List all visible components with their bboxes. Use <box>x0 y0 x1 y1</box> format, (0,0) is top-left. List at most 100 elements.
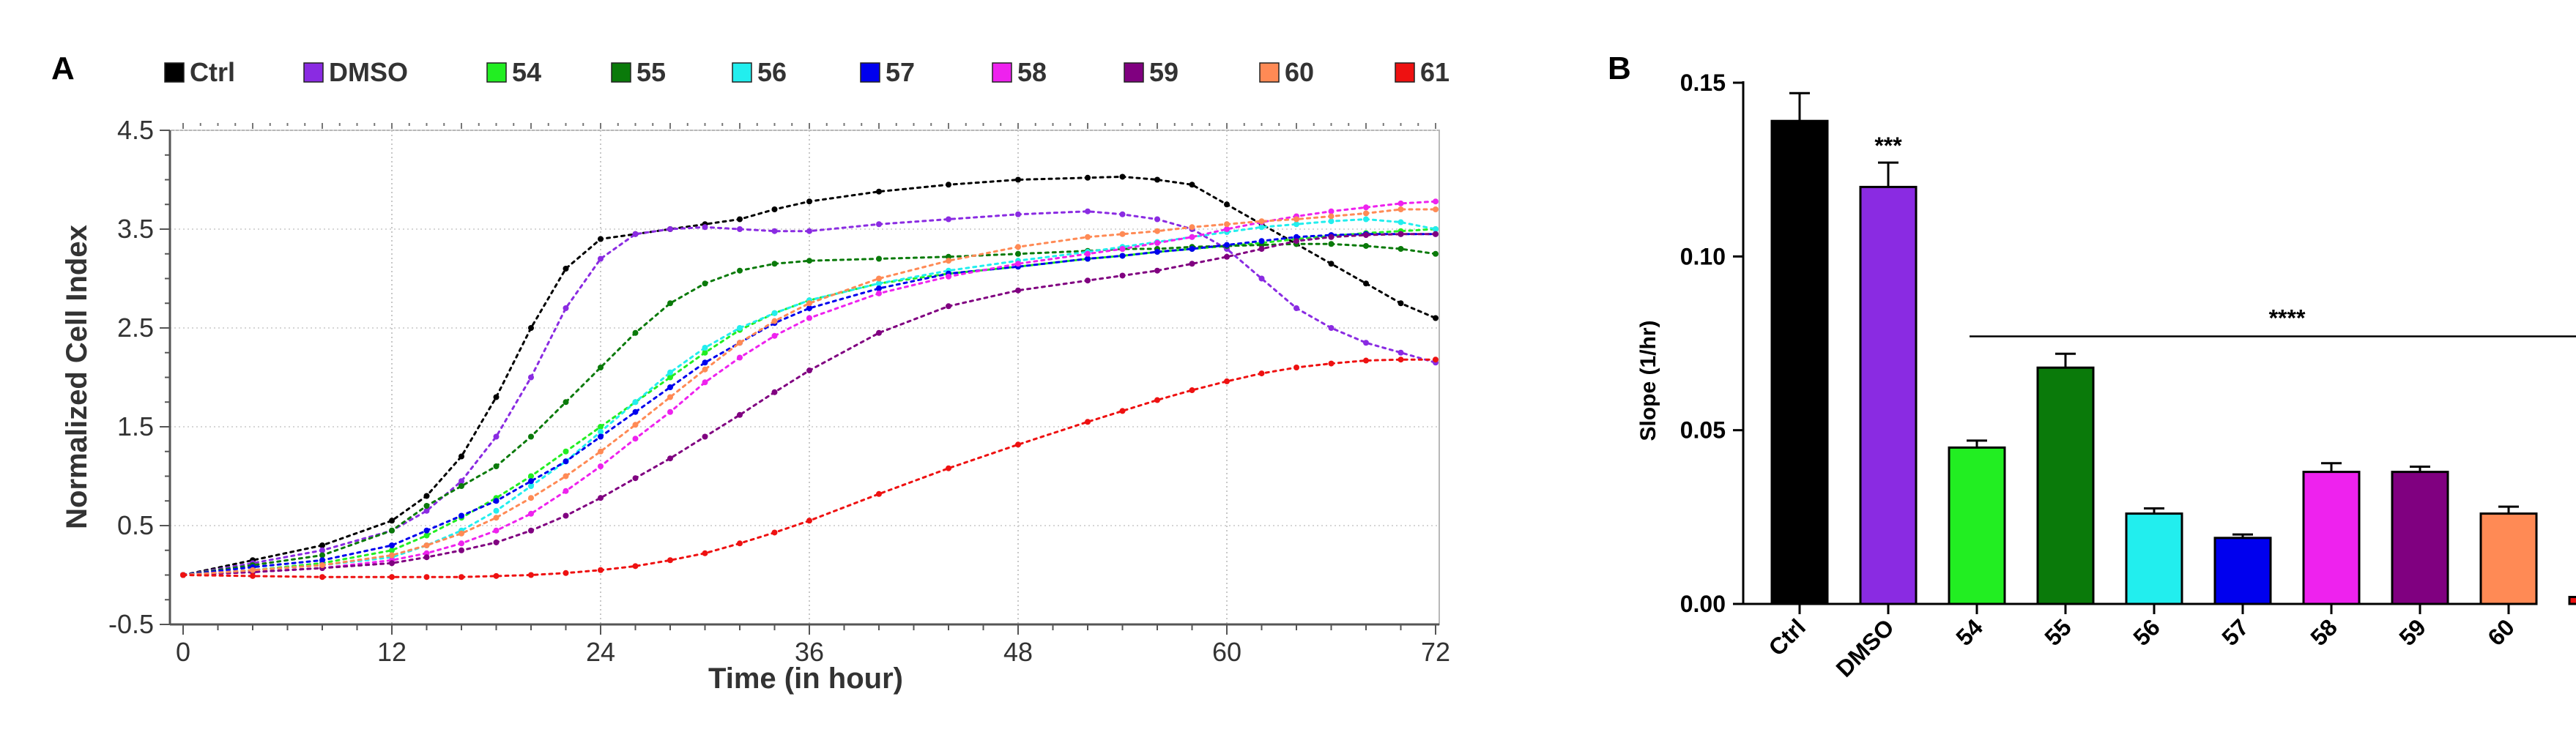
line-point-59 <box>1328 234 1335 240</box>
line-point-60 <box>493 515 500 521</box>
legend-item-58: 58 <box>992 57 1047 87</box>
line-point-dmso <box>1328 325 1335 331</box>
line-point-ctrl <box>946 182 951 188</box>
legend-label-58: 58 <box>1017 57 1047 87</box>
line-point-58 <box>1363 204 1369 211</box>
line-point-59 <box>806 367 812 374</box>
bar-55 <box>2036 366 2095 605</box>
line-point-61 <box>389 574 395 581</box>
legend-item-60: 60 <box>1259 57 1314 87</box>
line-point-60 <box>1015 244 1021 250</box>
line-point-58 <box>1189 234 1195 240</box>
line-point-59 <box>459 547 464 553</box>
line-point-58 <box>1015 261 1021 267</box>
line-series-path-54 <box>182 228 1437 576</box>
legend-label-54: 54 <box>512 57 541 87</box>
line-point-55 <box>459 483 464 489</box>
bar-bars <box>1770 119 2576 605</box>
line-point-56 <box>1433 226 1439 232</box>
line-point-55 <box>702 280 708 287</box>
line-point-59 <box>1189 261 1195 267</box>
legend-label-56: 56 <box>757 57 787 87</box>
bar-dmso <box>1859 185 1918 605</box>
line-x-tick-label-48: 48 <box>1003 637 1033 667</box>
bar-61 <box>2568 596 2576 605</box>
bar-x-tick-label-56: 56 <box>2128 613 2165 651</box>
line-chart: 0 12 24 36 48 60 72 -0.5 0.5 1.5 2.5 3.5 4.5 Ctrl DMS… <box>61 57 1450 695</box>
line-plot-frame <box>169 130 1440 625</box>
line-point-59 <box>1154 267 1160 274</box>
line-point-ctrl <box>563 266 569 272</box>
line-point-60 <box>1258 218 1265 225</box>
line-x-tick-label-24: 24 <box>586 637 615 667</box>
line-point-ctrl <box>459 453 464 460</box>
bar-y-axis-label: Slope (1/hr) <box>1636 320 1660 441</box>
line-point-56 <box>1363 216 1369 223</box>
line-gridlines <box>170 130 1439 624</box>
line-point-59 <box>493 539 500 545</box>
bar-x-tick-label-55: 55 <box>2039 613 2076 651</box>
line-point-61 <box>319 574 325 581</box>
bar-x-tick-label-58: 58 <box>2305 613 2342 651</box>
line-point-dmso <box>737 226 743 232</box>
line-point-ctrl <box>1085 174 1091 181</box>
line-point-59 <box>598 495 604 501</box>
line-series-path-dmso <box>182 210 1437 576</box>
line-point-60 <box>1119 231 1126 237</box>
line-point-dmso <box>876 221 882 228</box>
line-point-57 <box>702 359 708 366</box>
line-point-60 <box>632 422 639 428</box>
line-point-54 <box>702 349 708 356</box>
line-point-57 <box>1189 246 1195 252</box>
line-point-dmso <box>667 226 673 232</box>
line-point-58 <box>1328 208 1335 214</box>
line-point-59 <box>1015 287 1021 294</box>
line-point-58 <box>946 273 951 280</box>
line-point-61 <box>771 529 778 536</box>
line-point-56 <box>876 280 882 287</box>
line-series-60 <box>180 206 1439 578</box>
line-point-55 <box>632 329 639 336</box>
line-point-61 <box>737 540 743 547</box>
line-tick-labels: 0 12 24 36 48 60 72 -0.5 0.5 1.5 2.5 3.5 4.5 <box>108 115 1450 667</box>
line-point-dmso <box>528 374 534 381</box>
line-point-ctrl <box>771 206 778 212</box>
line-point-61 <box>1363 357 1369 364</box>
line-point-58 <box>1398 200 1404 206</box>
bar-annotations: ******* <box>1874 132 2576 337</box>
line-point-59 <box>563 512 569 519</box>
line-point-57 <box>598 433 604 440</box>
line-point-60 <box>563 473 569 479</box>
legend-label-57: 57 <box>886 57 915 87</box>
bar-54 <box>1948 446 2006 605</box>
line-y-tick-label-2-5: 2.5 <box>117 313 154 343</box>
line-point-55 <box>319 552 325 559</box>
line-point-59 <box>1363 232 1369 239</box>
line-top-ticks <box>182 123 1436 129</box>
line-series-path-58 <box>182 200 1437 576</box>
line-point-60 <box>389 552 395 559</box>
bar-x-tick-label-54: 54 <box>1950 613 1988 651</box>
line-point-58 <box>598 463 604 469</box>
bar-60 <box>2479 512 2538 605</box>
line-point-61 <box>1154 397 1160 403</box>
line-x-tick-label-72: 72 <box>1421 637 1450 667</box>
line-point-58 <box>771 332 778 339</box>
legend-swatch-61 <box>1395 62 1415 83</box>
line-point-59 <box>1433 231 1439 237</box>
bar-ctrl <box>1770 119 1829 605</box>
bar-y-tick-label-0-10: 0.10 <box>1680 243 1726 269</box>
line-point-55 <box>389 527 395 534</box>
line-point-60 <box>1154 228 1160 234</box>
legend-label-ctrl: Ctrl <box>190 57 235 87</box>
line-point-60 <box>1328 213 1335 220</box>
line-point-57 <box>319 557 325 564</box>
line-point-61 <box>250 572 256 579</box>
line-point-58 <box>806 315 812 321</box>
line-y-tick-label-1-5: 1.5 <box>117 411 154 441</box>
line-point-ctrl <box>1363 280 1369 287</box>
line-point-61 <box>1119 408 1126 414</box>
line-point-55 <box>493 463 500 469</box>
line-point-59 <box>946 303 951 310</box>
